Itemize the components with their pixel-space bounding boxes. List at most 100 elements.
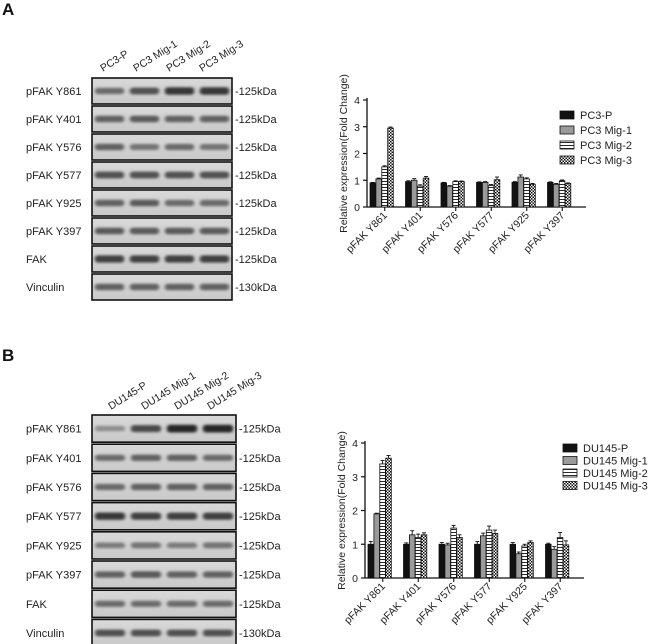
bar bbox=[420, 534, 428, 579]
bar bbox=[422, 177, 430, 208]
blot-row: pFAK Y576 -125kDa bbox=[26, 472, 281, 502]
mw-marker: -125kDa bbox=[235, 254, 277, 266]
bar bbox=[405, 181, 412, 208]
bar bbox=[381, 166, 388, 208]
mw-marker: -125kDa bbox=[239, 453, 281, 465]
mw-marker: -125kDa bbox=[239, 424, 281, 436]
blot-band bbox=[202, 600, 234, 607]
bar bbox=[493, 179, 501, 208]
blot-band bbox=[166, 571, 198, 578]
bar bbox=[562, 544, 570, 579]
protein-label: pFAK Y397 bbox=[26, 570, 81, 582]
bar bbox=[474, 543, 481, 579]
blot-band bbox=[130, 600, 162, 607]
bar bbox=[458, 181, 465, 208]
blot-band bbox=[202, 542, 234, 549]
blot-band bbox=[202, 512, 234, 520]
bar bbox=[491, 533, 499, 579]
protein-label: pFAK Y925 bbox=[26, 198, 81, 210]
y-tick-label: 3 bbox=[354, 122, 360, 134]
blot-row: Vinculin -130kDa bbox=[26, 273, 277, 301]
bar bbox=[416, 185, 424, 208]
bar bbox=[517, 176, 524, 208]
blot-band bbox=[166, 454, 198, 461]
blot-row: pFAK Y401 -125kDa bbox=[26, 443, 281, 473]
blot-band bbox=[202, 571, 234, 578]
bar bbox=[379, 463, 386, 579]
y-tick-label: 1 bbox=[354, 175, 360, 187]
blot-band bbox=[166, 424, 198, 433]
blot-band bbox=[164, 255, 195, 263]
protein-label: pFAK Y401 bbox=[26, 453, 81, 465]
bar bbox=[487, 185, 495, 208]
y-tick-label: 4 bbox=[354, 95, 360, 107]
legend-swatch bbox=[559, 155, 575, 165]
chart-legend: PC3-P PC3 Mig-1 PC3 Mig-2 PC3 Mig-3 bbox=[559, 110, 632, 167]
bar bbox=[481, 181, 489, 208]
protein-label: pFAK Y576 bbox=[26, 482, 81, 494]
legend-label: PC3-P bbox=[580, 110, 612, 122]
blot-band bbox=[94, 171, 125, 179]
blot-band bbox=[166, 483, 198, 491]
legend-swatch bbox=[562, 443, 578, 453]
blot-band bbox=[94, 629, 126, 637]
blot-band bbox=[130, 571, 162, 578]
bar bbox=[414, 537, 422, 579]
legend-label: DU145 Mig-2 bbox=[583, 468, 648, 480]
blot-band bbox=[164, 283, 195, 291]
bar bbox=[450, 527, 457, 579]
blot-band bbox=[199, 283, 230, 291]
mw-marker: -125kDa bbox=[239, 511, 281, 523]
bar bbox=[553, 183, 560, 208]
bar bbox=[558, 180, 566, 208]
blot-row: pFAK Y397 -125kDa bbox=[26, 560, 281, 590]
mw-marker: -125kDa bbox=[239, 570, 281, 582]
blot-row: Vinculin -130kDa bbox=[26, 618, 281, 644]
blot-band bbox=[199, 199, 230, 207]
protein-label: pFAK Y401 bbox=[26, 114, 81, 126]
mw-marker: -125kDa bbox=[239, 540, 281, 552]
mw-marker: -125kDa bbox=[235, 86, 277, 98]
blot-band bbox=[94, 454, 126, 461]
bar bbox=[452, 181, 459, 208]
blot-band bbox=[94, 483, 126, 491]
y-tick-label: 0 bbox=[354, 202, 360, 214]
blot-band bbox=[199, 87, 230, 95]
mw-marker: -130kDa bbox=[235, 282, 277, 294]
bar bbox=[556, 537, 564, 579]
blot-row: FAK -125kDa bbox=[26, 245, 277, 273]
bar bbox=[403, 543, 410, 579]
legend-swatch bbox=[562, 481, 578, 490]
bar bbox=[564, 183, 572, 208]
bar bbox=[545, 543, 552, 579]
panel-letter-b: B bbox=[2, 346, 15, 365]
blot-band bbox=[94, 115, 125, 123]
blot-row: pFAK Y576 -125kDa bbox=[26, 133, 277, 161]
blot-band bbox=[202, 424, 234, 433]
protein-label: pFAK Y925 bbox=[26, 540, 81, 552]
blot-band bbox=[94, 571, 126, 578]
y-axis-title: Relative expression(Fold Change) bbox=[336, 431, 348, 590]
blot-band bbox=[202, 454, 234, 461]
bar bbox=[527, 542, 534, 579]
legend-swatch bbox=[562, 468, 578, 478]
bar bbox=[479, 535, 487, 579]
blot-row: pFAK Y577 -125kDa bbox=[26, 501, 281, 531]
blot-row: pFAK Y861 -125kDa bbox=[26, 414, 281, 444]
legend-swatch bbox=[559, 125, 575, 135]
blot-band bbox=[94, 143, 125, 151]
blot-membrane bbox=[91, 161, 233, 189]
protein-label: pFAK Y861 bbox=[26, 86, 81, 98]
bar bbox=[476, 181, 483, 208]
bar bbox=[456, 537, 463, 579]
blot-band bbox=[202, 629, 234, 637]
legend-swatch bbox=[559, 110, 575, 120]
bar bbox=[408, 534, 416, 579]
blot-row: pFAK Y397 -125kDa bbox=[26, 217, 277, 245]
legend-label: PC3 Mig-3 bbox=[580, 155, 632, 167]
blot-row: FAK -125kDa bbox=[26, 589, 281, 619]
